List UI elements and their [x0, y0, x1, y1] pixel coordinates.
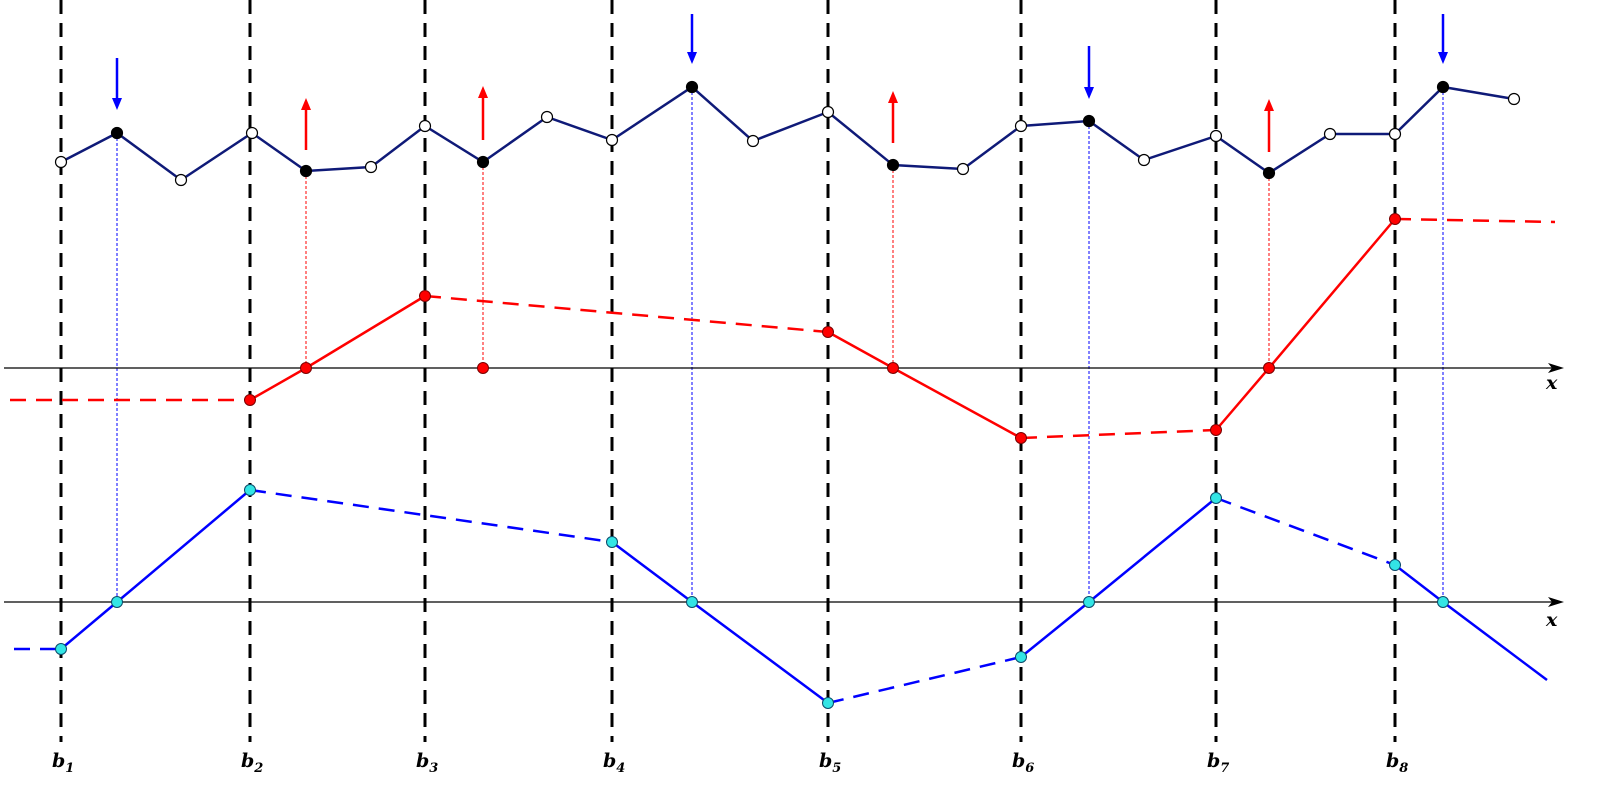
boundary-subscript: 2 [253, 761, 263, 776]
red-solid-segment-2 [827, 330, 1022, 440]
red-node-5 [822, 326, 834, 338]
guide-lines-layer [59, 0, 1444, 742]
cyan-node-1 [55, 643, 67, 655]
up-arrow-icon [478, 86, 488, 98]
signal-node [1014, 119, 1028, 133]
red-dashed-segment-2 [424, 294, 829, 334]
signal-extremum-node [476, 155, 490, 169]
red-dashed-segment-4 [1394, 217, 1556, 224]
signal-extremum-node [1436, 80, 1450, 94]
boundary-subscript: 7 [1220, 761, 1229, 776]
signal-line [60, 85, 1515, 182]
signal-node [418, 119, 432, 133]
cyan-node-11 [1437, 596, 1449, 608]
red-curve-layer [10, 213, 1556, 444]
cyan-node-7 [1015, 651, 1027, 663]
blue-curve-layer [14, 484, 1548, 709]
red-node-8 [1210, 424, 1222, 436]
blue-solid-segment-1 [60, 489, 251, 650]
red-solid-segment-1 [249, 294, 426, 402]
up-arrow-icon [301, 98, 311, 110]
red-node-2 [300, 362, 312, 374]
down-arrow-icon [1438, 52, 1448, 64]
signal-node [956, 162, 970, 176]
cyan-node-6 [822, 697, 834, 709]
blue-dashed-segment-4 [1215, 496, 1396, 567]
boundary-subscript: 1 [65, 761, 74, 776]
cyan-node-2 [111, 596, 123, 608]
signal-node [1507, 92, 1521, 106]
top-signal-layer [54, 80, 1521, 187]
down-arrow-icon [1084, 87, 1094, 99]
boundary-subscript: 6 [1025, 761, 1034, 776]
up-arrow-icon [888, 91, 898, 103]
red-node-4 [477, 362, 489, 374]
boundary-label-b7: b7 [1207, 750, 1229, 776]
cyan-node-9 [1210, 492, 1222, 504]
boundary-subscript: 8 [1399, 761, 1408, 776]
signal-extremum-node [886, 158, 900, 172]
signal-extremum-node [1262, 166, 1276, 180]
blue-solid-segment-3 [1020, 497, 1217, 658]
signal-node [605, 133, 619, 147]
red-node-6 [887, 362, 899, 374]
signal-extremum-node [110, 126, 124, 140]
down-arrow-icon [687, 52, 697, 64]
red-dashed-segment-3 [1020, 428, 1217, 440]
labels-layer: x x b1 b2 b3 b4 b5 b6 b7 b8 [52, 372, 1558, 776]
red-node-1 [244, 394, 256, 406]
blue-solid-segment-4 [1394, 564, 1548, 681]
arrows-layer [112, 14, 1448, 152]
up-arrow-icon [1264, 99, 1274, 111]
boundary-subscript: 4 [616, 761, 625, 776]
signal-node [821, 105, 835, 119]
cyan-node-8 [1083, 596, 1095, 608]
axis-upper-arrowhead [1548, 363, 1564, 373]
signal-node [1388, 127, 1402, 141]
boundary-label-b5: b5 [819, 750, 841, 776]
cyan-node-10 [1389, 559, 1401, 571]
blue-dashed-segment-2 [249, 488, 613, 544]
signal-node [54, 155, 68, 169]
boundary-label-b4: b4 [603, 750, 625, 776]
boundary-label-b6: b6 [1012, 750, 1034, 776]
signal-node [540, 110, 554, 124]
red-node-3 [419, 290, 431, 302]
boundary-label-b1: b1 [52, 750, 74, 776]
blue-dashed-segment-3 [827, 655, 1022, 705]
red-node-10 [1389, 213, 1401, 225]
red-node-7 [1015, 432, 1027, 444]
signal-node [174, 173, 188, 187]
cyan-node-4 [606, 536, 618, 548]
signal-node [746, 134, 760, 148]
cyan-node-3 [244, 484, 256, 496]
axes-layer [4, 363, 1564, 607]
axis-lower-arrowhead [1548, 597, 1564, 607]
signal-extremum-node [685, 80, 699, 94]
signal-extremum-node [1082, 114, 1096, 128]
boundary-label-b2: b2 [241, 750, 263, 776]
cyan-node-5 [686, 596, 698, 608]
signal-node [245, 126, 259, 140]
signal-node [1137, 153, 1151, 167]
blue-solid-segment-2 [611, 541, 829, 705]
red-node-9 [1263, 362, 1275, 374]
boundary-label-b8: b8 [1386, 750, 1408, 776]
boundary-subscript: 5 [832, 761, 841, 776]
signal-node [364, 160, 378, 174]
boundary-subscript: 3 [429, 761, 438, 776]
signal-node [1323, 127, 1337, 141]
boundary-label-b3: b3 [416, 750, 438, 776]
axis-label-upper: x [1545, 372, 1558, 394]
signal-node [1209, 129, 1223, 143]
axis-label-lower: x [1545, 609, 1558, 631]
signal-extremum-node [299, 164, 313, 178]
red-solid-segment-3 [1215, 218, 1396, 431]
down-arrow-icon [112, 98, 122, 110]
